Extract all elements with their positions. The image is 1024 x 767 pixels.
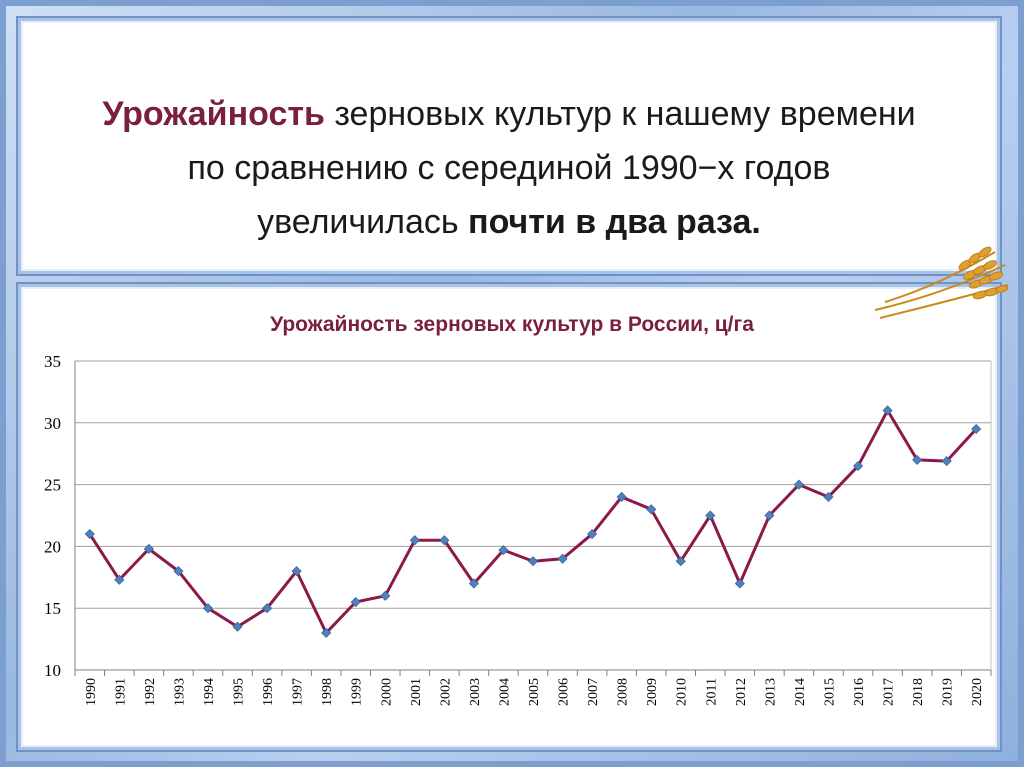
x-tick-label: 2013 [763, 678, 778, 706]
x-tick-label: 1997 [291, 678, 306, 706]
y-tick-label: 20 [44, 537, 61, 556]
data-point [882, 405, 893, 416]
data-point [468, 578, 479, 589]
x-tick-label: 2007 [586, 678, 601, 706]
data-point [616, 491, 627, 503]
data-point [439, 535, 450, 546]
data-point [380, 590, 391, 601]
y-tick-label: 15 [44, 599, 61, 618]
data-point [261, 603, 273, 614]
x-tick-label: 2018 [911, 678, 926, 706]
data-point [971, 423, 982, 435]
data-point [202, 603, 214, 614]
x-tick-label: 2006 [557, 678, 572, 706]
x-tick-label: 2017 [882, 678, 897, 706]
x-tick-label: 2004 [497, 678, 512, 706]
x-tick-label: 2005 [527, 678, 542, 706]
data-point [734, 578, 745, 589]
data-point [527, 556, 539, 567]
x-tick-label: 1992 [143, 678, 158, 706]
x-tick-label: 1995 [232, 678, 247, 706]
series-line [88, 408, 978, 635]
data-point [941, 456, 952, 467]
x-tick-label: 1999 [350, 678, 365, 706]
chart-title: Урожайность зерновых культур в России, ц… [270, 313, 754, 336]
data-point [587, 528, 598, 540]
x-tick-label: 2001 [409, 678, 424, 706]
data-point [764, 510, 775, 521]
data-point [646, 504, 657, 515]
data-point [793, 479, 805, 490]
data-point [291, 566, 302, 577]
y-tick-label: 30 [44, 414, 61, 433]
data-point [557, 553, 568, 564]
data-point [173, 566, 184, 577]
data-point [84, 528, 95, 540]
x-tick-label: 1991 [113, 678, 128, 706]
data-point [912, 454, 923, 465]
x-tick-label: 2019 [941, 678, 956, 706]
x-tick-label: 2003 [468, 678, 483, 706]
x-tick-label: 2015 [822, 678, 837, 706]
y-tick-label: 35 [44, 352, 61, 371]
x-tick-label: 2009 [645, 678, 660, 706]
headline-accent: Урожайность [102, 95, 325, 133]
x-tick-label: 1990 [84, 678, 99, 706]
data-point [143, 543, 154, 554]
x-tick-label: 2000 [379, 678, 394, 706]
y-tick-label: 25 [44, 476, 61, 495]
x-tick-label: 2014 [793, 678, 808, 706]
x-tick-label: 1994 [202, 678, 217, 706]
chart-panel [18, 284, 1000, 750]
x-tick-label: 1993 [172, 678, 187, 706]
data-point [409, 535, 420, 546]
data-point [852, 460, 864, 472]
data-point [675, 556, 686, 567]
x-tick-label: 2012 [734, 678, 749, 706]
x-tick-label: 1996 [261, 678, 276, 706]
headline-bold: почти в два раза. [468, 203, 761, 241]
data-point [498, 545, 509, 556]
x-tick-label: 2002 [438, 678, 453, 706]
data-point [321, 627, 332, 638]
headline-line1: зерновых культур к нашему времени [324, 95, 916, 133]
wheat-ears-icon [874, 246, 1009, 319]
headline-line3: увеличилась [257, 203, 469, 241]
x-tick-label: 2011 [704, 678, 719, 705]
y-tick-label: 10 [44, 661, 61, 680]
data-point [350, 596, 361, 608]
x-tick-label: 2020 [970, 678, 985, 706]
data-point [114, 574, 125, 585]
headline-line2: по сравнению с серединой 1990−х годов [187, 149, 831, 187]
title-panel: Урожайность зерновых культур к нашему вр… [18, 18, 1000, 274]
x-tick-label: 2010 [675, 678, 690, 706]
x-tick-label: 1998 [320, 678, 335, 706]
data-point [705, 510, 716, 521]
data-point [232, 621, 243, 632]
x-tick-label: 2016 [852, 678, 867, 706]
headline: Урожайность зерновых культур к нашему вр… [21, 87, 997, 249]
data-point [823, 491, 834, 503]
x-tick-label: 2008 [616, 678, 631, 706]
